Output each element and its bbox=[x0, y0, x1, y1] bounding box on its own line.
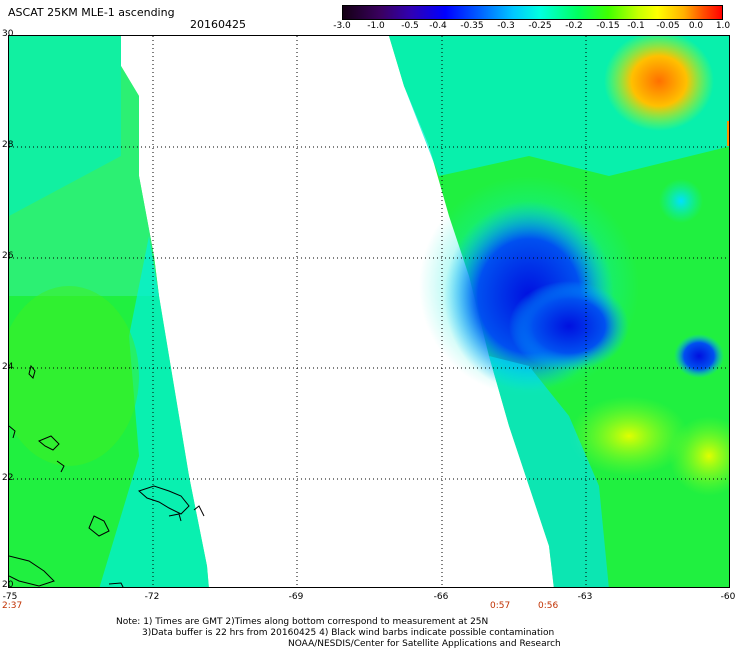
colorbar-label: -0.5 bbox=[401, 21, 419, 31]
graticule bbox=[9, 36, 729, 587]
colorbar-label: 1.0 bbox=[715, 21, 731, 31]
colorbar-label: -0.25 bbox=[528, 21, 552, 31]
map-panel bbox=[8, 35, 730, 588]
colorbar-label: -0.1 bbox=[627, 21, 645, 31]
lon-label: -63 bbox=[577, 592, 593, 602]
colorbar-label: -1.0 bbox=[367, 21, 385, 31]
colorbar-label: -0.35 bbox=[460, 21, 484, 31]
time-label: 2:37 bbox=[2, 601, 23, 611]
colorbar-label: -3.0 bbox=[333, 21, 351, 31]
coastline-outline bbox=[9, 364, 205, 587]
colorbar-label: -0.2 bbox=[565, 21, 583, 31]
lat-label: 22 bbox=[2, 473, 14, 483]
lon-label: -75 bbox=[2, 592, 18, 602]
lon-label: -72 bbox=[144, 592, 160, 602]
left-swath bbox=[9, 36, 209, 587]
lat-label: 30 bbox=[2, 29, 14, 39]
map-canvas bbox=[9, 36, 729, 587]
right-swath bbox=[389, 36, 729, 587]
lat-label: 28 bbox=[2, 140, 14, 150]
map-title: ASCAT 25KM MLE-1 ascending bbox=[8, 6, 175, 19]
colorbar-label: -0.3 bbox=[497, 21, 515, 31]
lat-label: 26 bbox=[2, 251, 14, 261]
colorbar bbox=[342, 5, 723, 20]
lon-label: -66 bbox=[433, 592, 449, 602]
colorbar-label: -0.4 bbox=[429, 21, 447, 31]
note-line-2: 3)Data buffer is 22 hrs from 20160425 4)… bbox=[142, 628, 555, 638]
colorbar-labels: -3.0 -1.0 -0.5 -0.4 -0.35 -0.3 -0.25 -0.… bbox=[330, 21, 735, 33]
colorbar-label: -0.15 bbox=[596, 21, 620, 31]
lon-label: -60 bbox=[720, 592, 736, 602]
note-line-3: NOAA/NESDIS/Center for Satellite Applica… bbox=[288, 639, 561, 649]
colorbar-label: 0.0 bbox=[688, 21, 704, 31]
map-date: 20160425 bbox=[190, 18, 246, 31]
lon-label: -69 bbox=[288, 592, 304, 602]
lat-label: 24 bbox=[2, 362, 14, 372]
time-label: 0:57 bbox=[490, 601, 511, 611]
time-label: 0:56 bbox=[538, 601, 559, 611]
colorbar-label: -0.05 bbox=[656, 21, 680, 31]
note-line-1: Note: 1) Times are GMT 2)Times along bot… bbox=[116, 617, 489, 627]
lat-label: 20 bbox=[2, 580, 14, 590]
